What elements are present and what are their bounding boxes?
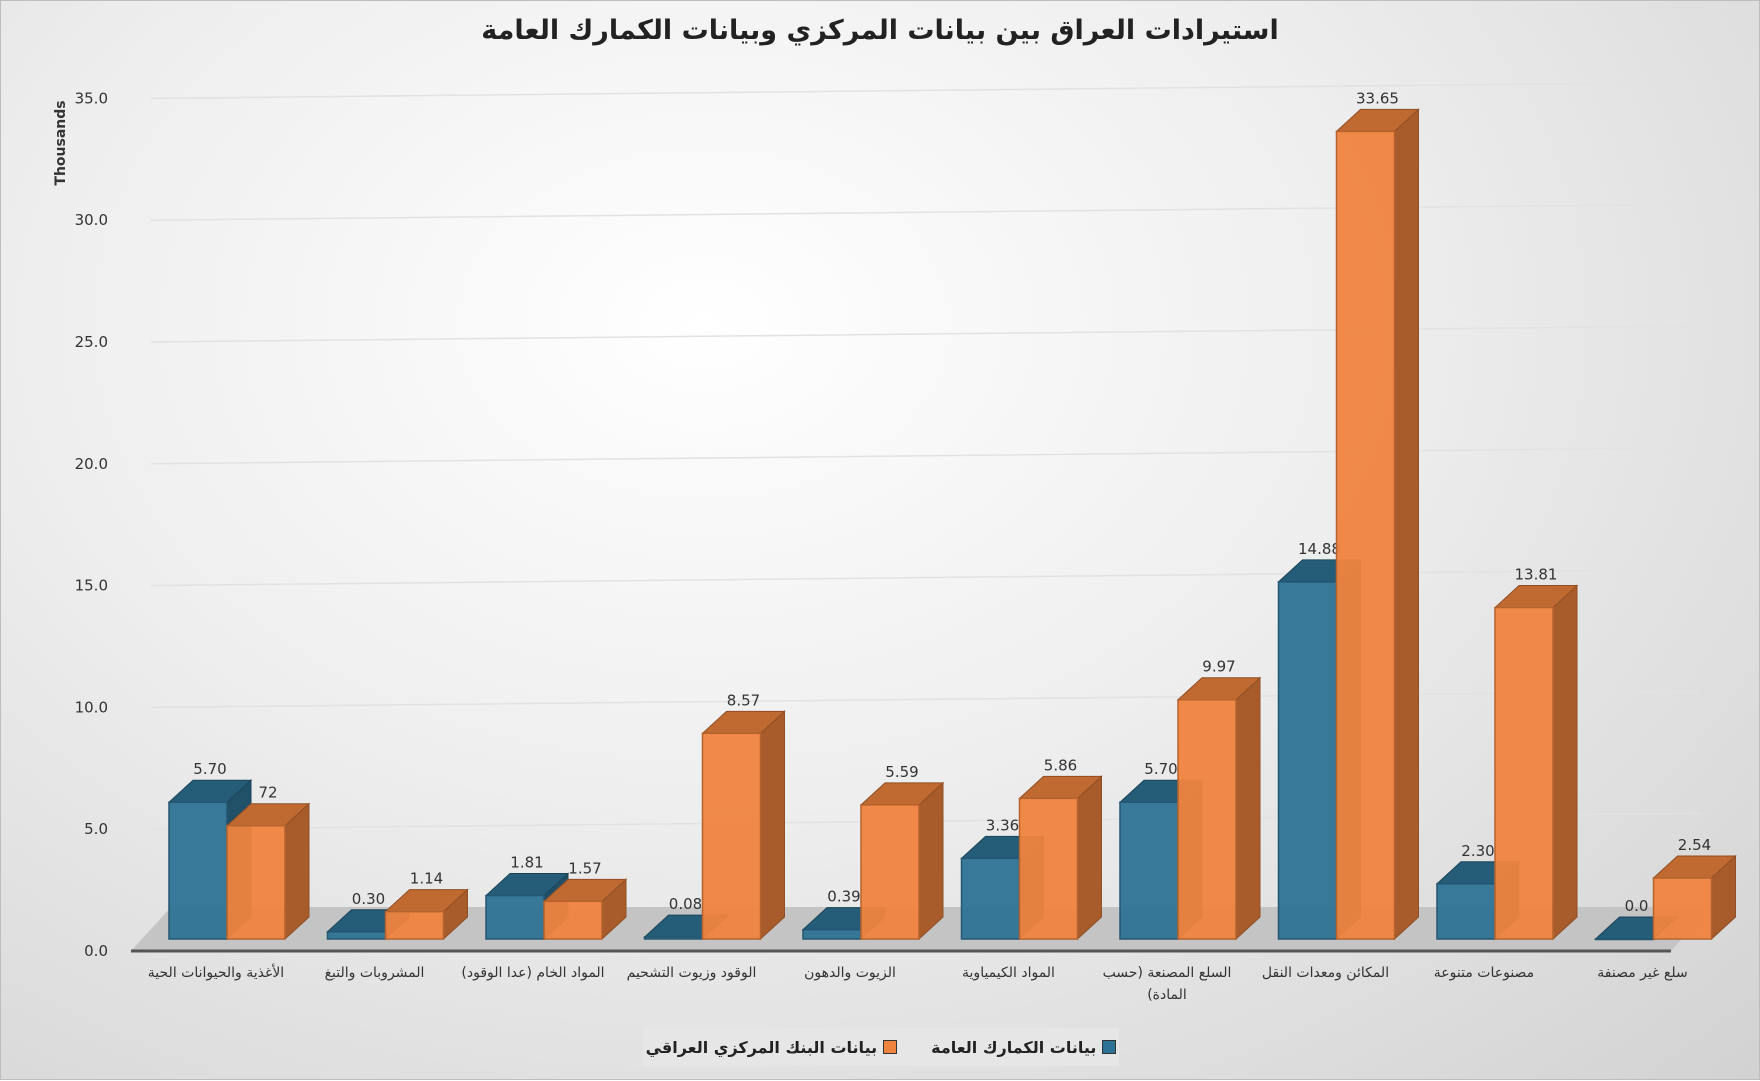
x-tick-label: سلع غير مصنفة — [1597, 965, 1687, 981]
legend-label-central-bank: بيانات البنك المركزي العراقي — [645, 1037, 878, 1057]
bar-customs — [643, 936, 704, 940]
chart-title: استيرادات العراق بين بيانات المركزي وبيا… — [481, 15, 1279, 46]
bar-central-bank — [1335, 130, 1396, 940]
bar-central-bank — [860, 804, 920, 940]
y-tick-label: 5.0 — [84, 820, 108, 838]
data-label: 5.70 — [1144, 760, 1177, 778]
y-tick-label: 20.0 — [75, 455, 108, 473]
x-tick-label: المواد الخام (عدا الوقود) — [461, 965, 604, 981]
data-label: 5.86 — [1044, 756, 1077, 774]
bar-side — [918, 781, 944, 941]
data-label: 5.70 — [193, 760, 226, 778]
x-tick-label: الوقود وزيوت التشحيم — [627, 965, 757, 981]
bar-central-bank — [1652, 877, 1713, 940]
data-label: 13.81 — [1515, 566, 1558, 584]
data-label: 0.30 — [352, 890, 385, 908]
x-tick-label: المكائن ومعدات النقل — [1262, 965, 1389, 981]
gridline — [150, 325, 1702, 343]
legend-swatch-customs — [1102, 1040, 1117, 1054]
data-label: 1.14 — [410, 870, 443, 888]
legend-swatch-central-bank — [883, 1040, 898, 1054]
gridline — [150, 690, 1702, 709]
x-tick-label: المواد الكيمياوية — [962, 965, 1055, 981]
x-tick-label: الأغذية والحيوانات الحية — [148, 963, 284, 981]
bar-customs — [1277, 581, 1338, 940]
bar-central-bank — [1018, 797, 1079, 940]
bar-customs — [1119, 801, 1179, 940]
bar-side — [284, 802, 310, 941]
data-label: 2.54 — [1678, 836, 1711, 854]
data-label: 33.65 — [1356, 89, 1399, 107]
y-axis-title: Thousands — [53, 100, 69, 185]
y-tick-label: 25.0 — [75, 333, 108, 351]
data-label: 1.81 — [510, 854, 543, 872]
bar-customs — [960, 857, 1021, 940]
legend: بيانات الكمارك العامة بيانات البنك المرك… — [643, 1028, 1119, 1066]
bar-customs — [802, 928, 862, 940]
bar-central-bank — [1177, 698, 1237, 940]
bar-central-bank — [543, 900, 603, 940]
legend-item-customs: بيانات الكمارك العامة — [931, 1037, 1117, 1057]
gridline — [150, 203, 1702, 221]
x-tick-label: مصنوعات متنوعة — [1434, 965, 1534, 981]
bar-customs — [1594, 938, 1655, 941]
data-label: 5.59 — [885, 763, 918, 781]
gridline — [150, 81, 1702, 100]
legend-item-central-bank: بيانات البنك المركزي العراقي — [646, 1038, 898, 1057]
x-tick-label: الزيوت والدهون — [804, 965, 896, 981]
data-label: 2.30 — [1461, 842, 1494, 860]
y-tick-label: 30.0 — [75, 211, 108, 229]
bar-side — [1394, 108, 1419, 941]
bar-customs — [168, 801, 228, 940]
y-tick-label: 10.0 — [75, 698, 108, 716]
data-label: 14.88 — [1298, 540, 1341, 558]
y-tick-label: 0.0 — [84, 942, 108, 960]
bar-customs — [326, 931, 387, 940]
bar-central-bank — [1494, 606, 1554, 940]
bar-central-bank — [701, 732, 762, 940]
data-label: 9.97 — [1202, 658, 1235, 676]
gridline — [150, 568, 1702, 587]
data-label: 0.08 — [669, 895, 702, 913]
legend-label-customs: بيانات الكمارك العامة — [931, 1037, 1097, 1057]
data-label: 0.39 — [827, 888, 860, 906]
data-label: 0.0 — [1625, 897, 1649, 915]
bar-side — [1552, 584, 1578, 941]
bar-customs — [485, 894, 545, 940]
x-tick-label: المشروبات والتبغ — [325, 965, 425, 981]
gridline — [150, 447, 1702, 465]
data-label: 72 — [258, 784, 277, 802]
bar-customs — [1436, 883, 1496, 940]
data-label: 1.57 — [568, 859, 601, 877]
y-tick-label: 35.0 — [75, 89, 108, 107]
x-tick-label: السلع المصنعة (حسب — [1103, 965, 1232, 981]
bar-central-bank — [226, 824, 286, 940]
bar-side — [760, 710, 785, 941]
bar-central-bank — [384, 910, 445, 940]
data-label: 3.36 — [986, 816, 1019, 834]
data-label: 8.57 — [727, 691, 760, 709]
x-tick-label: المادة) — [1147, 987, 1187, 1003]
bar-side — [1077, 775, 1102, 941]
bar-side — [1235, 676, 1261, 941]
y-tick-label: 15.0 — [75, 577, 108, 595]
